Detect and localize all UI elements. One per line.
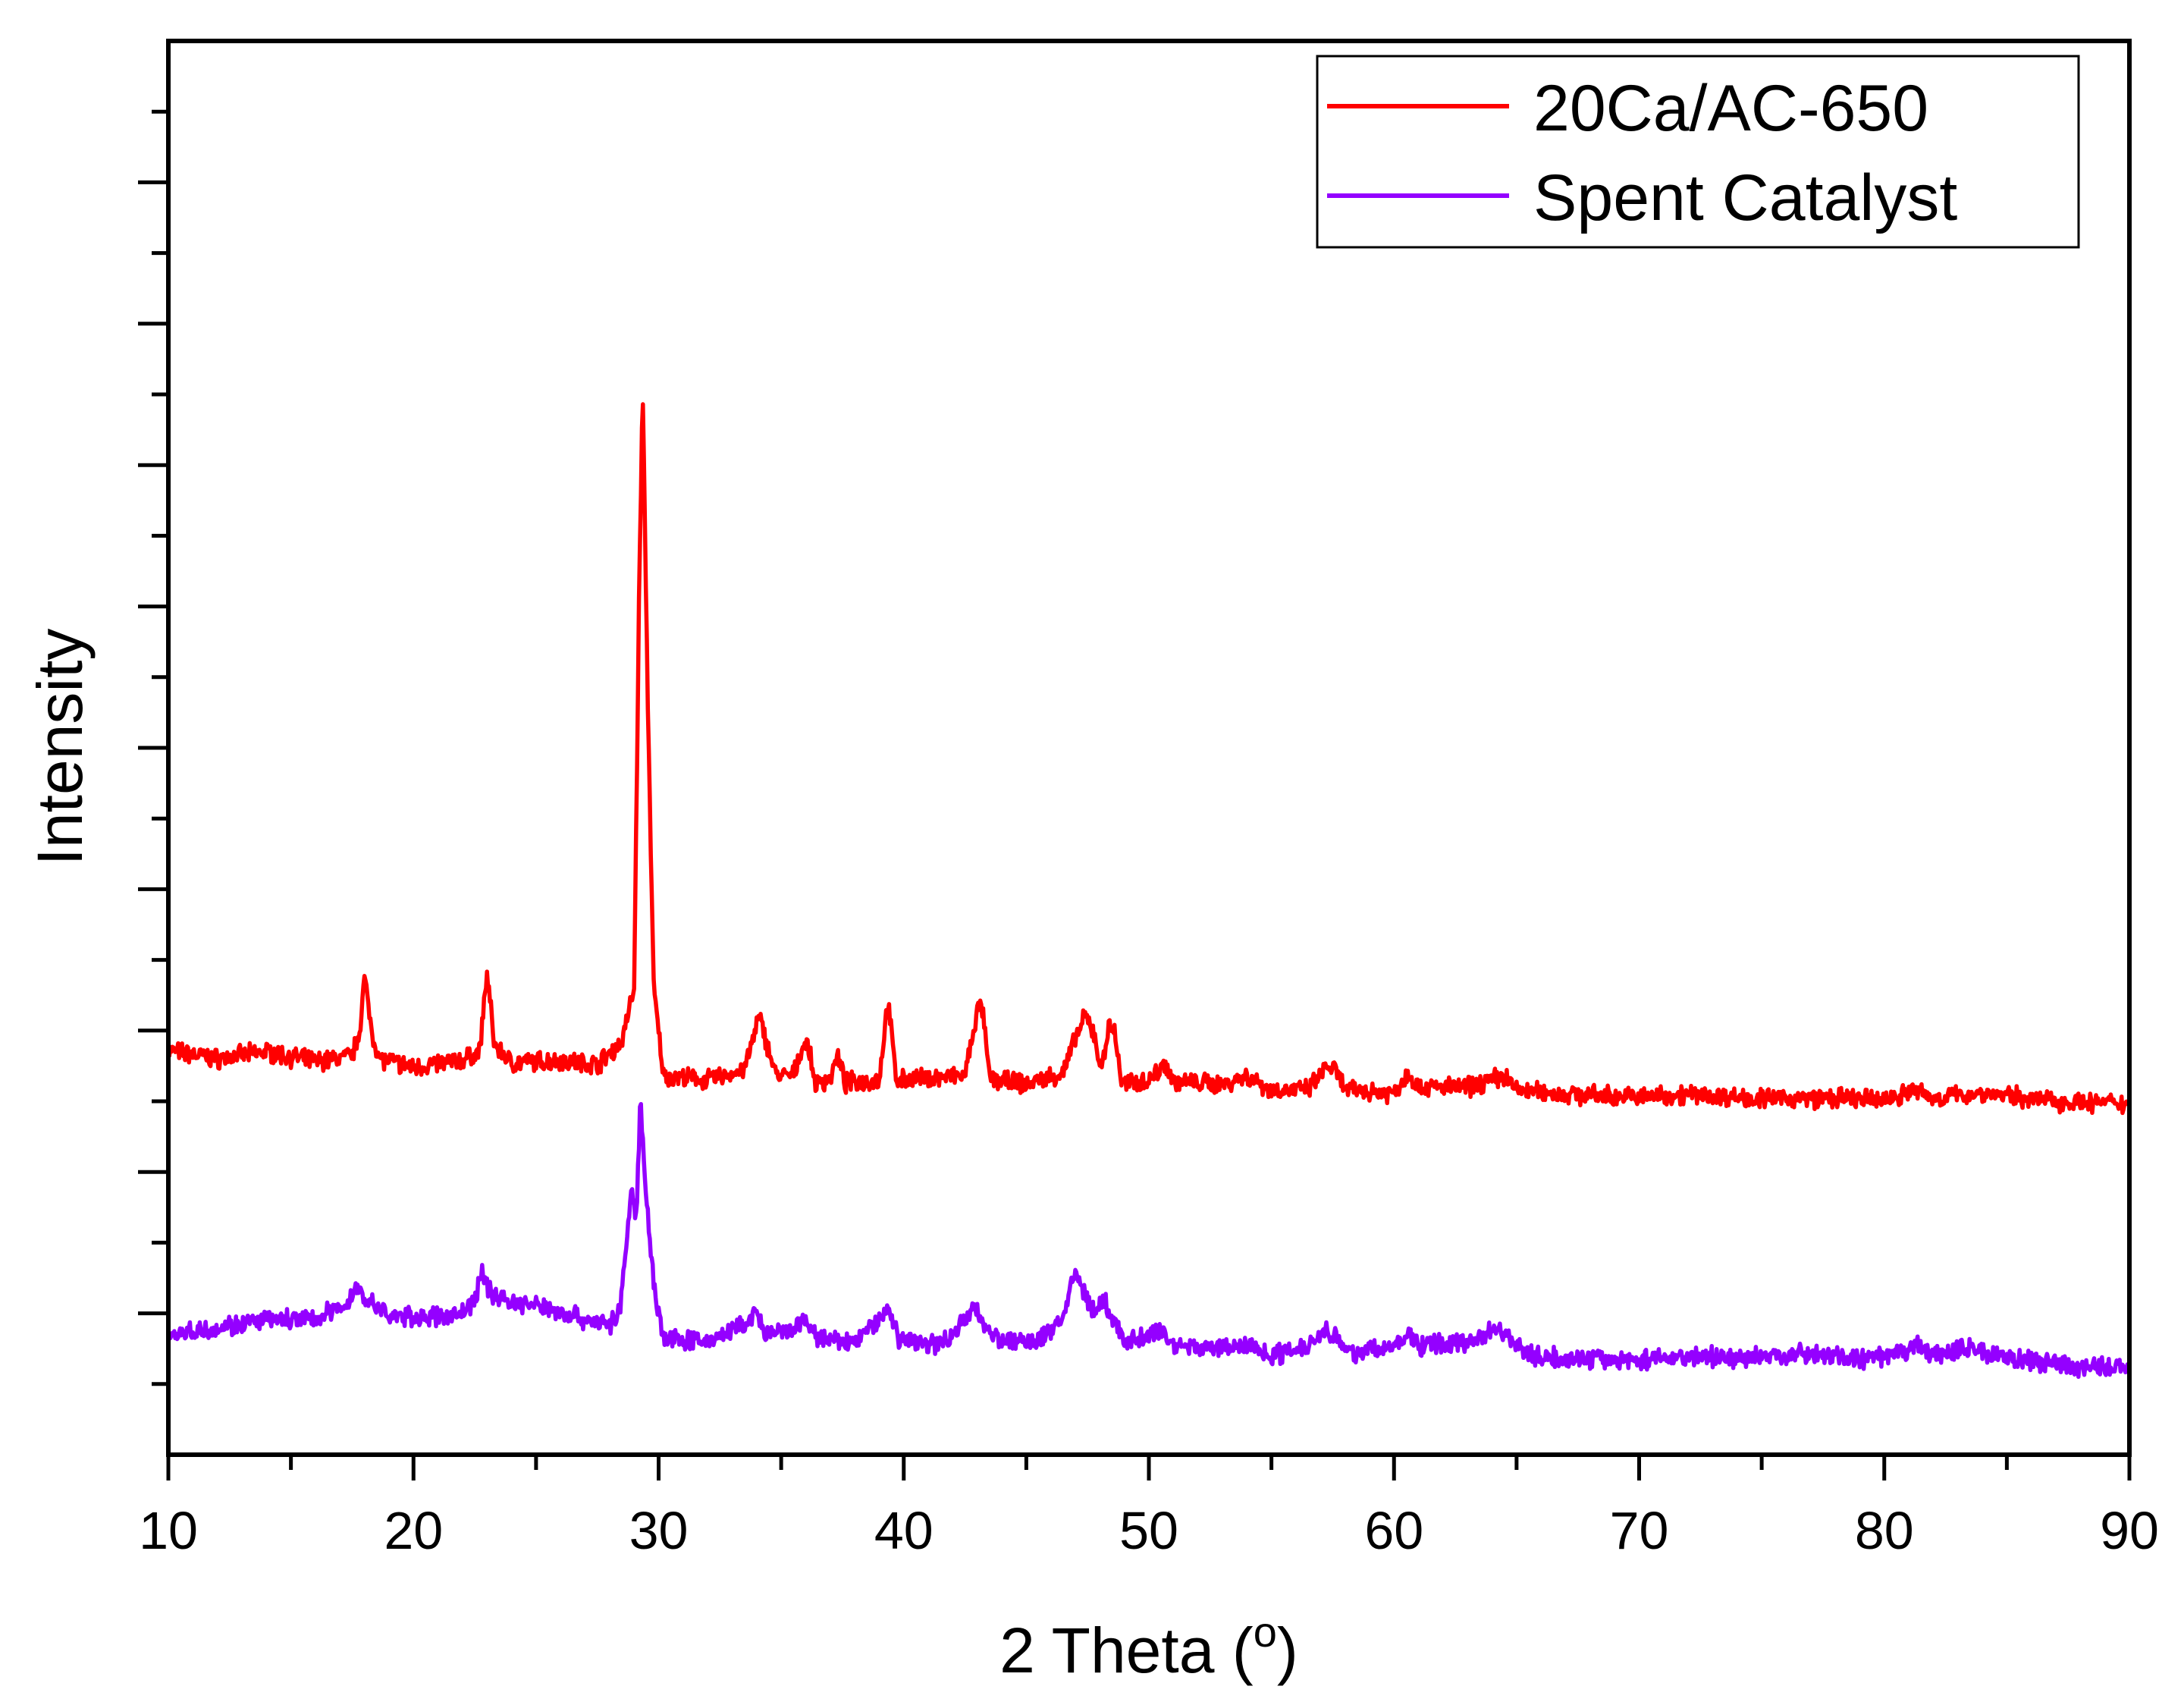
x-axis-ticks: 10 20 30 40 50 60 70 80 90 bbox=[139, 1455, 2159, 1560]
x-tick-label-20: 20 bbox=[384, 1501, 443, 1560]
x-tick-label-90: 90 bbox=[2100, 1501, 2159, 1560]
x-axis-title-degree: o bbox=[1254, 1608, 1277, 1656]
legend-label-spent-catalyst: Spent Catalyst bbox=[1533, 162, 1957, 234]
x-tick-label-30: 30 bbox=[629, 1501, 689, 1560]
legend: 20Ca/AC-650 Spent Catalyst bbox=[1316, 55, 2080, 249]
series-line-20ca-ac-650 bbox=[167, 402, 2131, 1116]
x-axis-title: 2 Theta (o) bbox=[999, 1608, 1298, 1686]
x-tick-label-80: 80 bbox=[1855, 1501, 1914, 1560]
series-line-spent-catalyst bbox=[166, 1101, 2131, 1380]
x-tick-label-70: 70 bbox=[1610, 1501, 1669, 1560]
series-layer bbox=[166, 402, 2131, 1380]
legend-label-20ca-ac-650: 20Ca/AC-650 bbox=[1533, 72, 1928, 145]
x-tick-label-40: 40 bbox=[874, 1501, 934, 1560]
x-tick-label-60: 60 bbox=[1364, 1501, 1423, 1560]
y-axis-ticks bbox=[138, 109, 168, 1386]
legend-box bbox=[1316, 55, 2080, 249]
x-tick-label-10: 10 bbox=[139, 1501, 198, 1560]
y-axis-title: Intensity bbox=[24, 629, 96, 866]
x-tick-label-50: 50 bbox=[1119, 1501, 1178, 1560]
